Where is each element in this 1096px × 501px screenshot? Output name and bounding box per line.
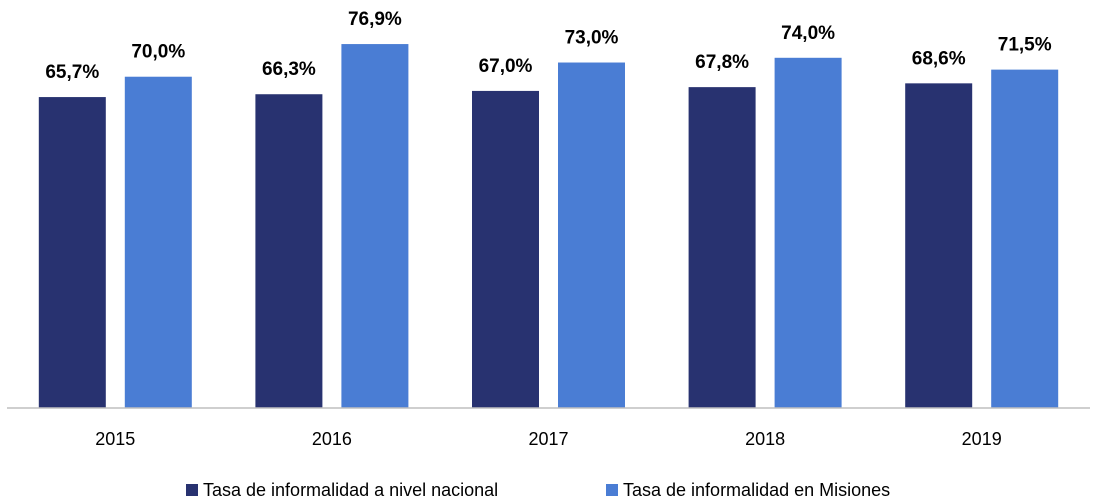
value-label: 68,6% bbox=[912, 48, 966, 69]
x-tick-label: 2015 bbox=[95, 429, 135, 449]
value-label: 66,3% bbox=[262, 59, 316, 80]
value-label: 67,8% bbox=[695, 52, 749, 73]
value-label: 70,0% bbox=[131, 42, 185, 63]
bar bbox=[255, 94, 323, 409]
legend-label: Tasa de informalidad en Misiones bbox=[623, 480, 890, 500]
x-tick-label: 2019 bbox=[962, 429, 1002, 449]
value-label: 74,0% bbox=[781, 23, 835, 44]
legend-swatch bbox=[186, 484, 198, 496]
bar bbox=[124, 76, 192, 408]
x-tick-label: 2016 bbox=[312, 429, 352, 449]
bar bbox=[38, 97, 106, 409]
value-label: 73,0% bbox=[565, 28, 619, 49]
bar bbox=[991, 69, 1059, 408]
value-label: 76,9% bbox=[348, 9, 402, 30]
bar bbox=[472, 90, 539, 408]
bar bbox=[558, 62, 625, 408]
value-label: 67,0% bbox=[479, 56, 533, 77]
legend-label: Tasa de informalidad a nivel nacional bbox=[203, 480, 498, 500]
bar bbox=[688, 87, 756, 408]
bar bbox=[774, 57, 842, 408]
legend-swatch bbox=[606, 484, 618, 496]
value-label: 65,7% bbox=[45, 62, 99, 83]
x-tick-label: 2017 bbox=[528, 429, 568, 449]
bar bbox=[341, 44, 409, 408]
x-tick-label: 2018 bbox=[745, 429, 785, 449]
value-label: 71,5% bbox=[998, 35, 1052, 56]
bar bbox=[905, 83, 973, 409]
